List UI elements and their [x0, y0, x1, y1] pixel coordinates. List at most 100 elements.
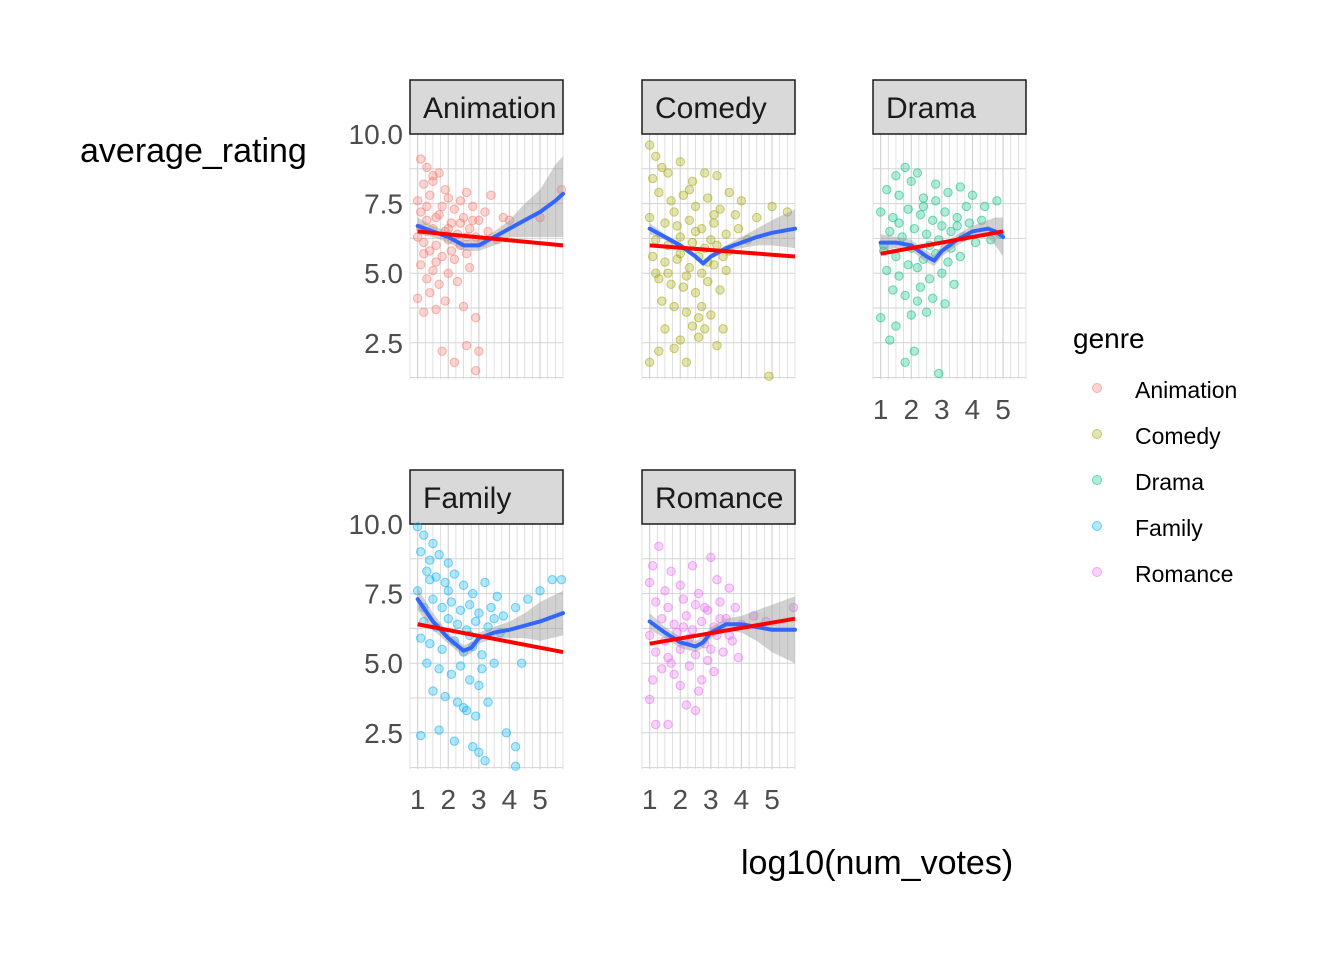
data-point — [943, 187, 953, 198]
data-point — [480, 207, 490, 217]
data-point — [461, 340, 472, 351]
data-point — [468, 742, 478, 752]
data-point — [446, 669, 457, 680]
data-point — [498, 611, 509, 621]
data-point — [452, 619, 463, 629]
data-point — [681, 611, 692, 621]
data-point — [461, 249, 472, 259]
data-point — [489, 613, 499, 624]
data-point — [909, 346, 920, 356]
data-point — [648, 675, 658, 685]
legend-item-drama: Drama — [1092, 469, 1204, 495]
data-point — [422, 274, 432, 284]
data-point — [782, 207, 793, 217]
data-point — [690, 600, 701, 610]
legend-key-comedy — [1092, 429, 1102, 439]
data-point — [440, 577, 450, 588]
data-point — [696, 616, 707, 627]
data-point — [654, 541, 664, 551]
data-point — [875, 313, 886, 323]
data-point — [651, 151, 661, 161]
data-point — [434, 210, 444, 220]
data-point — [712, 574, 722, 585]
data-point — [882, 265, 892, 276]
legend-item-romance: Romance — [1092, 561, 1233, 587]
y-tick-label: 2.5 — [364, 328, 403, 359]
data-point — [449, 204, 460, 214]
data-point — [651, 719, 661, 730]
data-point — [464, 675, 475, 685]
y-tick-label: 10.0 — [349, 509, 404, 540]
data-point — [474, 680, 484, 691]
strip-label-drama: Drama — [886, 92, 976, 125]
data-point — [452, 697, 463, 707]
data-point — [891, 321, 901, 331]
y-tick-label: 7.5 — [364, 579, 403, 610]
panel-family: Family 2.5 5.0 7.5 10.0 1 2 3 4 5 — [349, 469, 567, 815]
data-point — [693, 686, 704, 696]
data-point — [419, 249, 429, 259]
data-point — [955, 251, 965, 262]
lm-line-family — [417, 622, 564, 655]
data-point — [952, 212, 962, 223]
data-point — [660, 586, 670, 596]
data-point — [693, 588, 704, 599]
x-tick-label: 5 — [995, 394, 1011, 425]
data-point — [437, 602, 447, 613]
data-point — [706, 552, 716, 563]
data-point — [976, 215, 987, 226]
data-point — [663, 268, 673, 278]
data-point — [897, 232, 907, 242]
data-point — [416, 547, 426, 557]
data-point — [644, 630, 655, 641]
data-point — [446, 597, 457, 607]
data-point — [516, 658, 527, 668]
data-point — [468, 201, 478, 212]
data-point — [696, 268, 707, 278]
data-point — [412, 293, 423, 303]
data-point — [666, 658, 676, 668]
legend-label-animation: Animation — [1135, 377, 1237, 403]
data-point — [480, 577, 490, 588]
x-tick-label: 1 — [410, 784, 426, 815]
data-point — [510, 602, 521, 613]
x-tick-label: 4 — [734, 784, 750, 815]
data-point — [764, 371, 774, 381]
data-point — [931, 196, 941, 206]
data-point — [663, 719, 673, 730]
data-point — [422, 162, 432, 173]
legend-label-family: Family — [1135, 515, 1203, 541]
data-point — [486, 602, 496, 613]
data-point — [882, 184, 892, 195]
data-point — [718, 324, 728, 334]
data-point — [724, 583, 734, 593]
data-point — [940, 299, 950, 309]
data-point — [474, 608, 484, 618]
data-point — [696, 675, 707, 685]
data-point — [700, 168, 710, 178]
data-point — [449, 736, 460, 746]
data-point — [687, 625, 698, 635]
data-point — [733, 223, 744, 234]
data-point — [425, 639, 435, 649]
data-point — [449, 569, 460, 579]
strip-drama — [872, 79, 1027, 135]
data-point — [660, 257, 670, 267]
data-point — [703, 655, 713, 666]
y-tick-label: 2.5 — [364, 718, 403, 749]
data-point — [687, 561, 698, 571]
data-point — [428, 265, 438, 276]
data-point — [455, 605, 466, 616]
x-tick-label: 3 — [934, 394, 950, 425]
data-point — [891, 171, 901, 181]
loess-line-family — [415, 597, 565, 653]
data-point — [669, 301, 679, 312]
data-point — [440, 691, 450, 702]
data-point — [416, 730, 426, 741]
data-point — [709, 210, 719, 220]
legend-label-romance: Romance — [1135, 561, 1233, 587]
data-point — [675, 335, 685, 345]
data-point — [903, 204, 913, 214]
data-point — [443, 268, 453, 278]
x-tick-label: 2 — [903, 394, 919, 425]
